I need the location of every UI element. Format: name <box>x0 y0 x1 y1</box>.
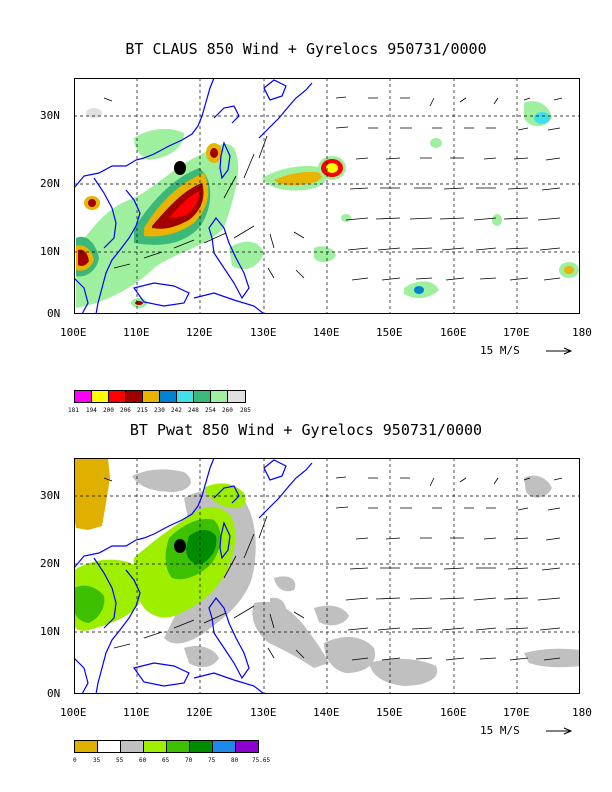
panel1-cbar-label: 215 <box>137 407 148 414</box>
panel1-gyre-marker <box>174 161 186 175</box>
panel2-cbar-box-6 <box>189 740 213 753</box>
panel1-cbar-label: 230 <box>154 407 165 414</box>
panel1-xlabel-180: 180 <box>572 326 592 339</box>
panel2-cbar-label: 60 <box>139 757 147 764</box>
panel2-ref-vector-label: 15 M/S <box>480 724 520 737</box>
panel1-cbar-box-7 <box>176 390 194 403</box>
panel2-ylabel-30n: 30N <box>40 489 60 502</box>
panel1-cbar-label: 248 <box>188 407 199 414</box>
panel2-cbar-label: 55 <box>116 757 124 764</box>
panel2-cbar-box-5 <box>166 740 190 753</box>
panel2-wind-vectors <box>103 476 563 661</box>
panel1-cbar-box-1 <box>74 390 92 403</box>
panel1-ylabel-30n: 30N <box>40 109 60 122</box>
panel1-ref-vector-arrow <box>546 347 573 355</box>
panel1-xlabel-120e: 120E <box>186 326 213 339</box>
panel2-cbar-label: 65 <box>162 757 170 764</box>
panel2-xlabel-130e: 130E <box>250 706 277 719</box>
panel1-grid <box>74 78 580 314</box>
panel2-grid <box>74 458 580 694</box>
panel2-cbar-label: 75 <box>208 757 216 764</box>
panel1-coastlines <box>74 78 313 314</box>
panel1-cbar-label: 206 <box>120 407 131 414</box>
panel1-cbar-label: 254 <box>205 407 216 414</box>
panel2-cbar-box-4 <box>143 740 167 753</box>
panel1-cbar-label: 200 <box>103 407 114 414</box>
panel2-cbar-label: 35 <box>93 757 101 764</box>
panel2-cbar-box-3 <box>120 740 144 753</box>
panel1-map-svg <box>74 78 580 314</box>
panel1-xlabel-100e: 100E <box>60 326 87 339</box>
panel1-ylabel-20n: 20N <box>40 177 60 190</box>
panel1-colorbar: 181 194 200 206 215 230 242 248 254 260 … <box>68 390 266 420</box>
panel2-xlabel-140e: 140E <box>313 706 340 719</box>
panel2-map-svg <box>74 458 580 694</box>
panel2-cbar-label: 80 <box>231 757 239 764</box>
panel2-ylabel-0n: 0N <box>47 687 61 700</box>
panel1-cbar-box-9 <box>210 390 228 403</box>
panel2-ylabel-20n: 20N <box>40 557 60 570</box>
panel2-cbar-box-7 <box>212 740 236 753</box>
panel2-cbar-box-1 <box>74 740 98 753</box>
panel2-cbar-label: 0 <box>73 757 77 764</box>
panel1-cloud-shading <box>76 101 579 308</box>
panel2-xlabel-110e: 110E <box>123 706 150 719</box>
panel1-cbar-box-10 <box>227 390 246 403</box>
panel1-xlabel-130e: 130E <box>250 326 277 339</box>
panel1-cbar-box-6 <box>159 390 177 403</box>
panel2-xlabel-120e: 120E <box>186 706 213 719</box>
panel2-colorbar: 0 35 55 60 65 70 75 80 75.65 <box>73 740 270 770</box>
panel1-cbar-label: 242 <box>171 407 182 414</box>
panel1-cbar-box-2 <box>91 390 109 403</box>
panel1-ylabel-10n: 10N <box>40 245 60 258</box>
panel2-xlabel-100e: 100E <box>60 706 87 719</box>
panel1-cbar-box-8 <box>193 390 211 403</box>
panel1-cbar-box-3 <box>108 390 126 403</box>
panel2-xlabel-170e: 170E <box>503 706 530 719</box>
panel2-cbar-label: 75.65 <box>252 757 271 764</box>
panel1-xlabel-140e: 140E <box>313 326 340 339</box>
panel1-map <box>74 78 580 314</box>
panel1-title: BT CLAUS 850 Wind + Gyrelocs 950731/0000 <box>125 40 487 58</box>
panel1-cbar-label: 181 <box>68 407 79 414</box>
panel2-coastlines <box>74 458 313 694</box>
panel1-cbar-label: 285 <box>240 407 251 414</box>
panel1-xlabel-150e: 150E <box>376 326 403 339</box>
panel1-xlabel-110e: 110E <box>123 326 150 339</box>
panel2-cbar-box-8 <box>235 740 259 753</box>
panel2-ylabel-10n: 10N <box>40 625 60 638</box>
panel2-xlabel-150e: 150E <box>376 706 403 719</box>
panel2-gyre-marker <box>174 539 186 553</box>
panel1-ylabel-0n: 0N <box>47 307 61 320</box>
panel2-cbar-label: 70 <box>185 757 193 764</box>
panel1-wind-vectors <box>103 96 563 281</box>
panel1-cbar-box-5 <box>142 390 160 403</box>
panel2-title: BT Pwat 850 Wind + Gyrelocs 950731/0000 <box>129 421 483 439</box>
panel1-cbar-label: 260 <box>222 407 233 414</box>
panel1-ref-vector-label: 15 M/S <box>480 344 520 357</box>
panel2-map <box>74 458 580 694</box>
panel2-ref-vector-arrow <box>546 727 573 735</box>
panel2-xlabel-180: 180 <box>572 706 592 719</box>
panel1-cbar-box-4 <box>125 390 143 403</box>
panel1-xlabel-170e: 170E <box>503 326 530 339</box>
panel1-cbar-label: 194 <box>86 407 97 414</box>
panel2-xlabel-160e: 160E <box>440 706 467 719</box>
panel1-xlabel-160e: 160E <box>440 326 467 339</box>
panel2-cbar-box-2 <box>97 740 121 753</box>
